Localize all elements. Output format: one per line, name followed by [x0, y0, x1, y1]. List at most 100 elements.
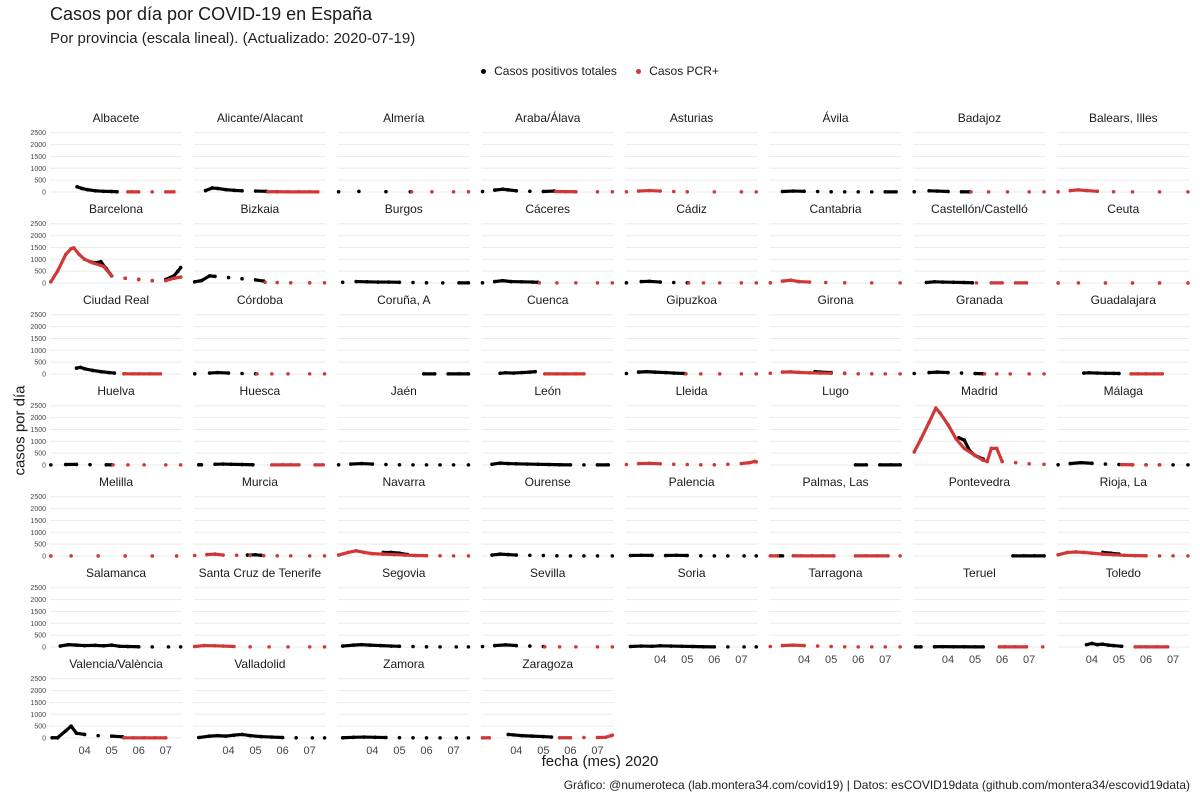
data-point [624, 189, 629, 194]
data-point [322, 280, 327, 285]
y-tick-label: 2500 [30, 403, 46, 410]
x-tick-label: 07 [591, 745, 603, 757]
facet-title: Murcia [242, 475, 278, 489]
data-point [229, 462, 234, 467]
data-point [288, 463, 293, 467]
series-casos-pcr [542, 372, 586, 376]
data-point [791, 189, 796, 193]
series-casos-positivos-totales [912, 189, 972, 194]
facet-title: Palencia [669, 475, 715, 489]
facet-title: Balears, Illes [1089, 111, 1158, 125]
data-point [869, 371, 874, 376]
y-tick-label: 2500 [30, 221, 46, 228]
data-point [557, 645, 562, 649]
series-casos-pcr [480, 733, 615, 740]
data-point [245, 553, 250, 557]
data-point [438, 736, 442, 740]
data-point [226, 275, 231, 280]
x-tick-label: 07 [304, 745, 316, 757]
series-segment [49, 269, 60, 284]
data-point [111, 463, 115, 467]
data-point [1144, 553, 1148, 558]
facet-cantabria: Cantabria [768, 202, 902, 285]
data-point [1040, 645, 1045, 649]
facet-title: Coruña, A [377, 293, 430, 307]
series-casos-positivos-totales [340, 735, 471, 740]
data-point [1130, 190, 1135, 194]
data-point [221, 644, 225, 648]
data-point [698, 553, 703, 558]
facet-ourense: Ourense [481, 475, 615, 558]
data-point [213, 552, 217, 556]
data-point [451, 554, 456, 558]
data-point [574, 281, 578, 285]
data-point [397, 280, 402, 285]
chart-caption: Gráfico: @numeroteca (lab.montera34.com/… [563, 778, 1190, 792]
y-tick-label: 1000 [30, 166, 46, 173]
series-casos-positivos-totales [1082, 371, 1121, 376]
data-point [788, 370, 793, 374]
data-point [340, 280, 345, 285]
x-tick-label: 06 [996, 654, 1008, 666]
data-point [935, 189, 940, 193]
data-point [136, 190, 141, 194]
data-point [354, 548, 358, 553]
series-casos-pcr [192, 643, 327, 649]
data-point [389, 644, 394, 648]
data-point [674, 553, 679, 558]
data-point [1000, 459, 1004, 464]
legend-item-pcr: Casos PCR+ [636, 64, 719, 78]
data-point [829, 189, 833, 194]
data-point [500, 278, 505, 283]
data-point [207, 371, 212, 375]
data-point [466, 736, 471, 740]
data-point [55, 269, 60, 273]
data-point [1186, 190, 1190, 194]
x-tick-label: 06 [1140, 654, 1152, 666]
series-casos-pcr [974, 281, 1029, 285]
data-point [322, 736, 327, 740]
data-point [823, 280, 828, 285]
data-point [1157, 554, 1162, 558]
data-point [973, 453, 977, 458]
y-tick-label: 0 [42, 645, 46, 652]
data-point [1130, 281, 1135, 285]
series-casos-pcr [1133, 645, 1170, 649]
series-casos-pcr [255, 372, 327, 376]
series-casos-positivos-totales [924, 280, 975, 285]
x-tick-label: 06 [708, 654, 720, 666]
data-point [446, 372, 450, 376]
data-point [829, 371, 833, 376]
data-point [199, 278, 204, 283]
data-point [251, 462, 255, 467]
data-point [624, 280, 629, 285]
data-point [90, 261, 95, 265]
data-point [297, 190, 301, 194]
data-point [248, 644, 252, 649]
data-point [432, 372, 437, 376]
data-point [58, 644, 63, 648]
data-point [802, 643, 806, 648]
facet-sevilla: Sevilla [480, 566, 615, 649]
data-point [506, 732, 511, 737]
y-tick-label: 2000 [30, 688, 46, 695]
y-tick-label: 2500 [30, 312, 46, 319]
data-point [974, 281, 979, 285]
data-point [768, 280, 773, 285]
data-point [1144, 463, 1148, 467]
data-point [351, 735, 356, 740]
facet-title: Soria [678, 566, 706, 580]
data-point [1090, 461, 1094, 466]
data-point [1021, 554, 1026, 558]
data-point [754, 460, 759, 464]
data-point [336, 462, 341, 467]
data-point [88, 462, 92, 467]
facet-title: Alicante/Alacant [217, 111, 304, 125]
data-point [768, 371, 773, 376]
data-point [78, 365, 83, 370]
data-point [72, 246, 76, 250]
data-point [1082, 550, 1086, 555]
facet-ceuta: Ceuta [1056, 202, 1190, 285]
y-tick-label: 0 [42, 463, 46, 470]
data-point [712, 645, 717, 649]
